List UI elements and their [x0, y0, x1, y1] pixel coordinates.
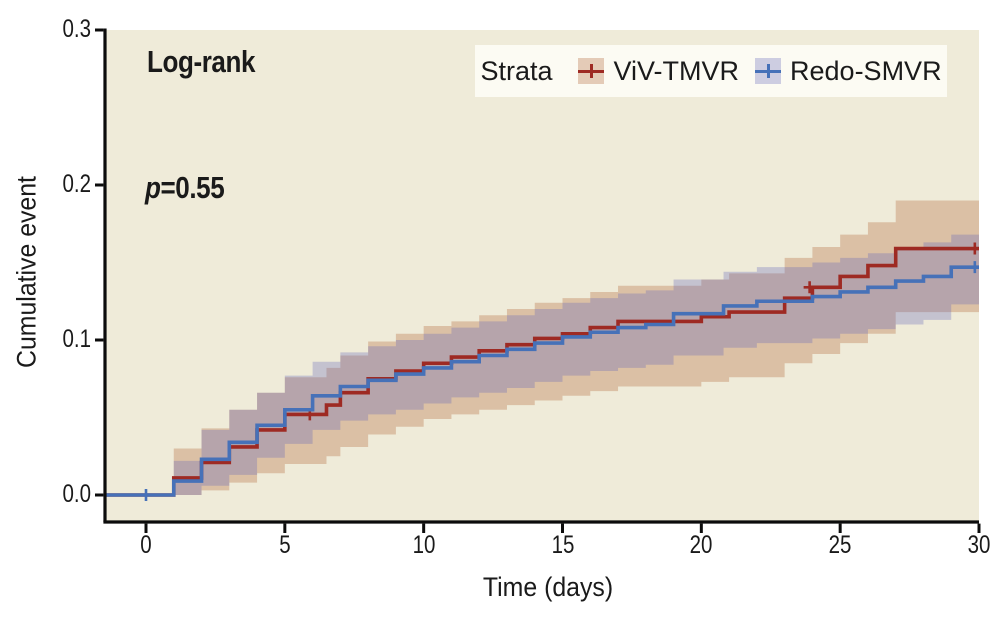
ci-band-viv-tmvr: [173, 200, 979, 495]
p-value-label: p=0.55: [145, 170, 225, 206]
viv-tmvr-key-icon: [578, 58, 605, 84]
y-axis-title: Cumulative event: [11, 176, 42, 368]
censor-mark-viv-tmvr: [968, 242, 979, 255]
legend-title: Strata: [480, 55, 553, 86]
censor-mark-redo-smvr: [968, 261, 979, 274]
x-tick-label: 5: [279, 531, 291, 559]
legend-item-redo-smvr[interactable]: Redo-SMVR: [755, 56, 942, 87]
redo-smvr-key-icon: [755, 58, 782, 84]
legend-label-viv-tmvr: ViV-TMVR: [613, 55, 740, 86]
censor-mark-redo-smvr: [140, 489, 152, 501]
y-tick-label: 0.0: [62, 480, 91, 508]
curve-viv-tmvr[interactable]: [105, 246, 979, 497]
x-tick-label: 30: [967, 531, 991, 559]
x-tick-label: 0: [140, 531, 152, 559]
x-tick-label: 15: [551, 531, 574, 559]
curve-redo-smvr[interactable]: [105, 265, 979, 497]
x-tick-label: 25: [828, 531, 852, 559]
p-value-number: =0.55: [160, 170, 225, 205]
y-tick-label: 0.2: [62, 170, 91, 198]
y-tick-label: 0.1: [62, 325, 91, 353]
x-tick-label: 10: [412, 531, 436, 559]
legend: Strata ViV-TMVR Redo-SMVR: [475, 45, 947, 97]
legend-item-viv-tmvr[interactable]: ViV-TMVR: [578, 56, 739, 87]
curves-layer: [105, 200, 979, 501]
plot-area: [105, 30, 979, 522]
y-tick-label: 0.3: [62, 15, 91, 43]
x-tick-label: 20: [689, 531, 713, 559]
p-value-symbol: p: [145, 170, 161, 205]
logrank-label: Log-rank: [147, 44, 256, 79]
censor-mark-viv-tmvr: [803, 281, 816, 294]
legend-label-redo-smvr: Redo-SMVR: [790, 55, 942, 86]
x-axis-title: Time (days): [482, 572, 614, 602]
